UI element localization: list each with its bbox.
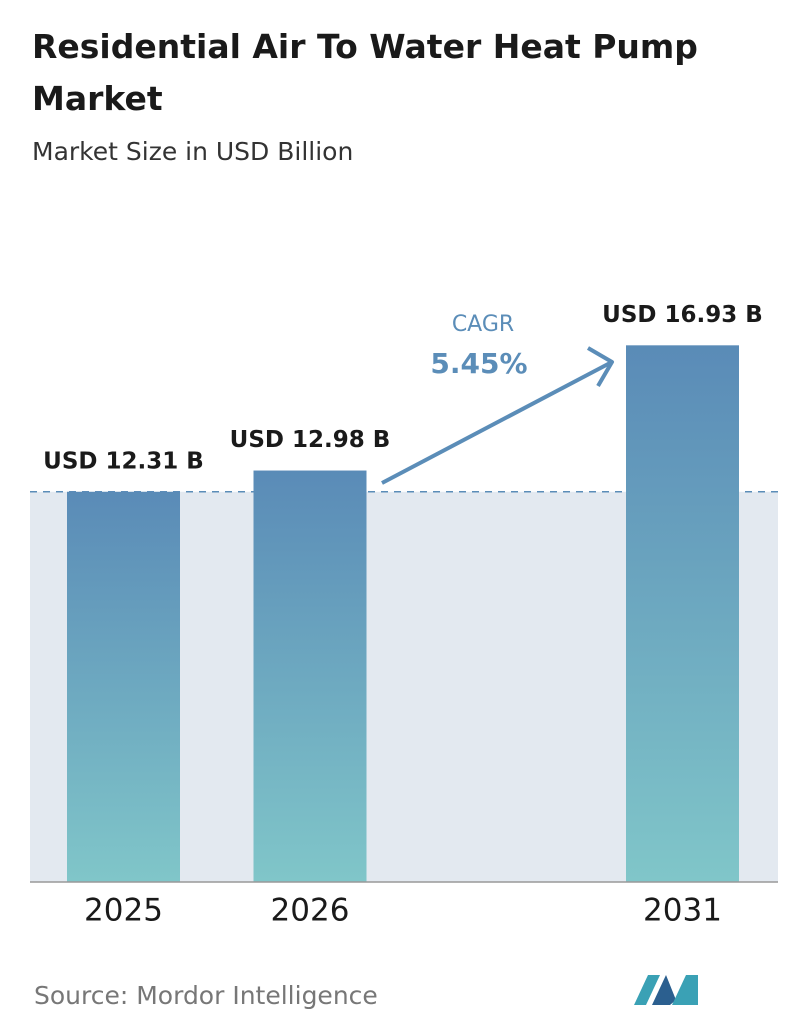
bar: [626, 345, 739, 883]
source: Source: Mordor Intelligence: [34, 981, 378, 1010]
chart-title-line: Market: [32, 79, 163, 118]
x-tick-label: 2031: [643, 893, 722, 929]
cagr-value: 5.45%: [430, 347, 527, 380]
value-label: USD 12.31 B: [43, 448, 204, 474]
logo: [634, 975, 698, 1005]
chart-title: Residential Air To Water Heat Pump Market: [32, 27, 698, 118]
chart-title-line: Residential Air To Water Heat Pump: [32, 27, 698, 66]
x-tick-label: 2026: [271, 893, 350, 929]
logo-shape: [672, 975, 698, 1005]
cagr-arrow: [381, 361, 611, 485]
x-tick-label: 2025: [84, 893, 163, 929]
chart-subtitle: Market Size in USD Billion: [32, 137, 353, 166]
cagr-arrow-head: [586, 346, 614, 388]
cagr-label: CAGR: [452, 312, 514, 337]
bar: [67, 491, 180, 882]
value-label: USD 12.98 B: [230, 427, 391, 453]
logo-shape: [652, 975, 676, 1005]
plot-area: USD 12.31 B 2025 USD 12.98 B 2026 USD 16.93 …: [30, 302, 778, 929]
value-label: USD 16.93 B: [602, 302, 763, 328]
logo-shape: [634, 975, 660, 1005]
bar: [253, 470, 367, 882]
